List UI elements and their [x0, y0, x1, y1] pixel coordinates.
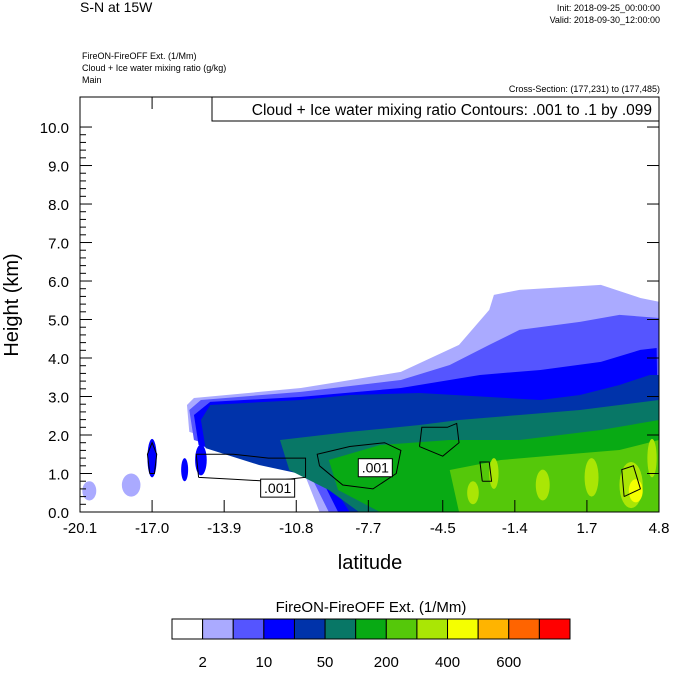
x-tick-label: -13.9: [207, 520, 241, 537]
y-tick-label: 10.0: [40, 120, 69, 137]
shaded-field: [82, 284, 659, 512]
x-tick-label: -10.8: [279, 520, 313, 537]
y-tick-label: 8.0: [48, 197, 69, 214]
colorbar-label: 600: [496, 654, 521, 668]
colorbar-swatch: [263, 618, 295, 640]
field-label-2: Cloud + Ice water mixing ratio (g/kg): [82, 63, 226, 73]
x-tick-label: 4.8: [649, 520, 670, 537]
x-tick-label: -7.7: [355, 520, 381, 537]
colorbar-swatch: [416, 618, 449, 640]
cross-section-label: Cross-Section: (177,231) to (177,485): [509, 84, 660, 94]
colorbar-label: 2: [198, 654, 206, 668]
contour-lines: .001 .001: [146, 422, 642, 498]
shaded-spot-level-8: [584, 458, 599, 497]
colorbar-label: 50: [317, 654, 334, 668]
x-tick-label: 1.7: [576, 520, 597, 537]
shaded-spot-level-1: [82, 481, 97, 501]
y-tick-label: 7.0: [48, 236, 69, 253]
shaded-region-level-7: [449, 440, 659, 512]
colorbar-swatch: [202, 618, 234, 640]
colorbar-label: 400: [435, 654, 460, 668]
x-tick-label: -20.1: [63, 520, 97, 537]
colorbar-swatch: [171, 618, 204, 640]
chart-title: Cloud + Ice water mixing ratio Contours:…: [252, 102, 652, 119]
colorbar-swatch: [477, 618, 510, 640]
colorbar-label: 10: [256, 654, 273, 668]
y-tick-label: 0.0: [48, 505, 69, 522]
colorbar-title: FireON-FireOFF Ext. (1/Mm): [276, 599, 467, 616]
x-tick-label: -1.4: [502, 520, 528, 537]
shaded-spot-level-3: [147, 438, 157, 478]
y-tick-label: 2.0: [48, 428, 69, 445]
y-tick-label: 5.0: [48, 313, 69, 330]
shaded-spot-level-8: [467, 481, 479, 505]
plot-area: [82, 284, 659, 512]
x-axis-label: latitude: [338, 552, 403, 574]
colorbar-swatch: [447, 618, 479, 640]
contour-line-p001: [418, 422, 460, 457]
colorbar-swatch: [538, 618, 571, 640]
contour-label-box: [260, 478, 296, 498]
colorbar-swatch: [232, 618, 265, 640]
contour-label-box: [357, 458, 393, 478]
shaded-spot-level-8: [647, 438, 657, 478]
x-tick-label: -17.0: [135, 520, 169, 537]
colorbar: 2 10 50 200 400 600: [171, 618, 571, 671]
x-tick-label: -4.5: [430, 520, 456, 537]
y-tick-label: 6.0: [48, 274, 69, 291]
contour-line-p001: [479, 461, 493, 482]
colorbar-swatch: [293, 618, 326, 640]
chart-title-box: [211, 96, 660, 122]
field-label-1: FireON-FireOFF Ext. (1/Mm): [82, 51, 197, 61]
contour-line-p001: [195, 453, 307, 482]
init-time: Init: 2018-09-25_00:00:00: [557, 3, 660, 13]
shaded-spot-level-8: [535, 469, 550, 501]
field-label-3: Main: [82, 75, 102, 85]
y-tick-label: 3.0: [48, 390, 69, 407]
colorbar-swatch: [355, 618, 387, 640]
contour-label: .001: [362, 460, 389, 476]
y-axis-label: Height (km): [1, 253, 23, 356]
contour-line-p001: [621, 465, 642, 498]
contour-label: .001: [264, 480, 291, 496]
valid-time: Valid: 2018-09-30_12:00:00: [550, 15, 660, 25]
contour-line-p001: [316, 442, 402, 490]
contour-line-p001: [146, 441, 158, 475]
colorbar-swatch: [508, 618, 540, 640]
y-tick-label: 4.0: [48, 351, 69, 368]
shaded-spot-level-1: [121, 473, 141, 497]
axes: -20.1 -17.0 -13.9 -10.8 -7.7 -4.5 -1.4 1.7 4.8 0.…: [40, 96, 670, 537]
colorbar-swatch: [385, 618, 418, 640]
y-tick-label: 9.0: [48, 159, 69, 176]
shaded-spot-level-3: [181, 458, 189, 482]
y-tick-label: 1.0: [48, 467, 69, 484]
colorbar-swatch: [324, 618, 357, 640]
colorbar-label: 200: [374, 654, 399, 668]
plot-left-title: S-N at 15W: [80, 0, 153, 15]
